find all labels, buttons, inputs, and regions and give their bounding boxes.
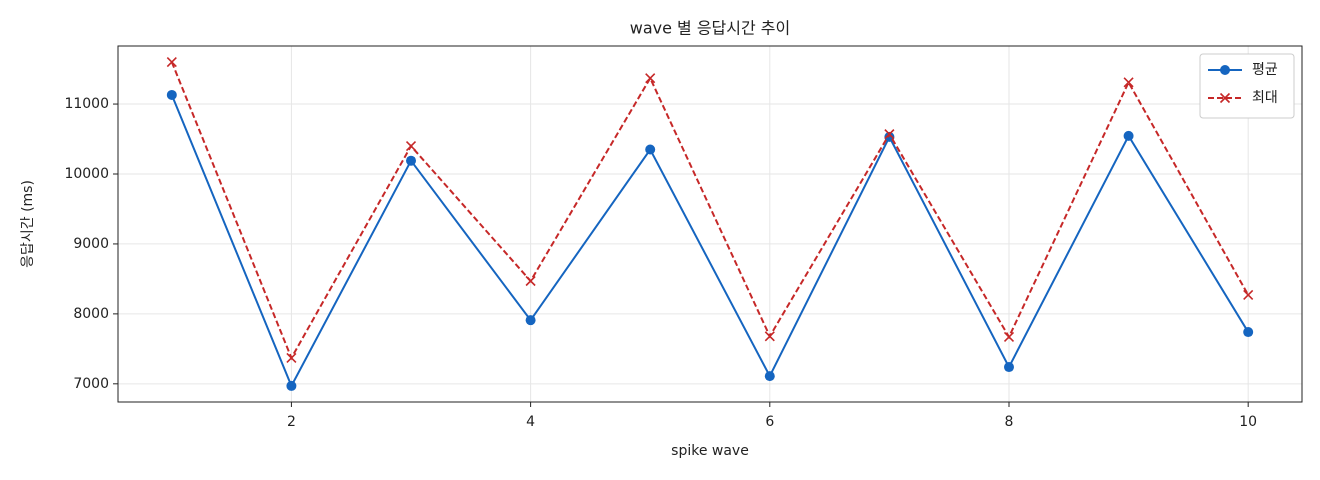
point xyxy=(525,275,536,287)
point xyxy=(1123,130,1134,141)
y-tick-label: 9000 xyxy=(73,236,109,252)
point xyxy=(525,315,536,326)
y-tick-label: 10000 xyxy=(64,166,109,182)
point xyxy=(405,140,417,152)
series-line xyxy=(170,61,1250,361)
point xyxy=(764,331,775,342)
point xyxy=(1003,362,1014,373)
point xyxy=(1243,289,1254,301)
x-tick-label: 8 xyxy=(1005,414,1014,430)
point xyxy=(645,144,656,155)
legend-marker xyxy=(1220,65,1230,75)
x-tick-label: 2 xyxy=(287,414,296,430)
point xyxy=(645,73,656,84)
point xyxy=(166,57,177,68)
point xyxy=(166,89,177,100)
series-line xyxy=(170,94,1250,389)
point xyxy=(764,371,775,382)
plot-frame xyxy=(117,45,1303,403)
y-tick-label: 8000 xyxy=(73,306,109,322)
point xyxy=(286,352,297,364)
point xyxy=(884,129,895,140)
x-tick-label: 6 xyxy=(765,414,774,430)
point xyxy=(1123,77,1134,88)
point xyxy=(406,155,417,166)
point xyxy=(1243,327,1254,338)
legend-label: 최대 xyxy=(1252,90,1278,106)
y-tick-label: 7000 xyxy=(73,376,109,392)
x-axis-label: spike wave xyxy=(671,443,749,459)
legend-marker xyxy=(1219,92,1231,104)
chart-title: wave 별 응답시간 추이 xyxy=(630,19,791,38)
y-tick-label: 11000 xyxy=(64,96,109,112)
point xyxy=(286,380,297,391)
point xyxy=(1003,331,1015,343)
legend-box xyxy=(1199,53,1295,119)
x-tick-label: 4 xyxy=(526,414,535,430)
y-axis-label: 응답시간 (ms) xyxy=(20,180,36,268)
x-tick-label: 10 xyxy=(1239,414,1257,430)
legend-label: 평균 xyxy=(1252,62,1278,78)
